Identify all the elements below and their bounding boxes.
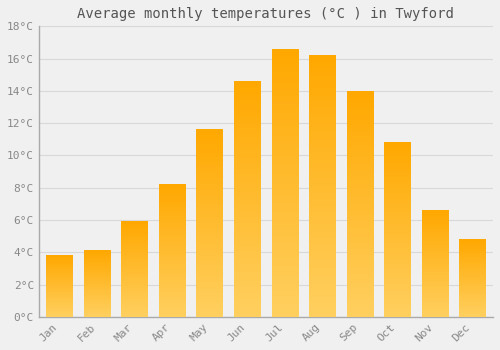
Title: Average monthly temperatures (°C ) in Twyford: Average monthly temperatures (°C ) in Tw… bbox=[78, 7, 454, 21]
